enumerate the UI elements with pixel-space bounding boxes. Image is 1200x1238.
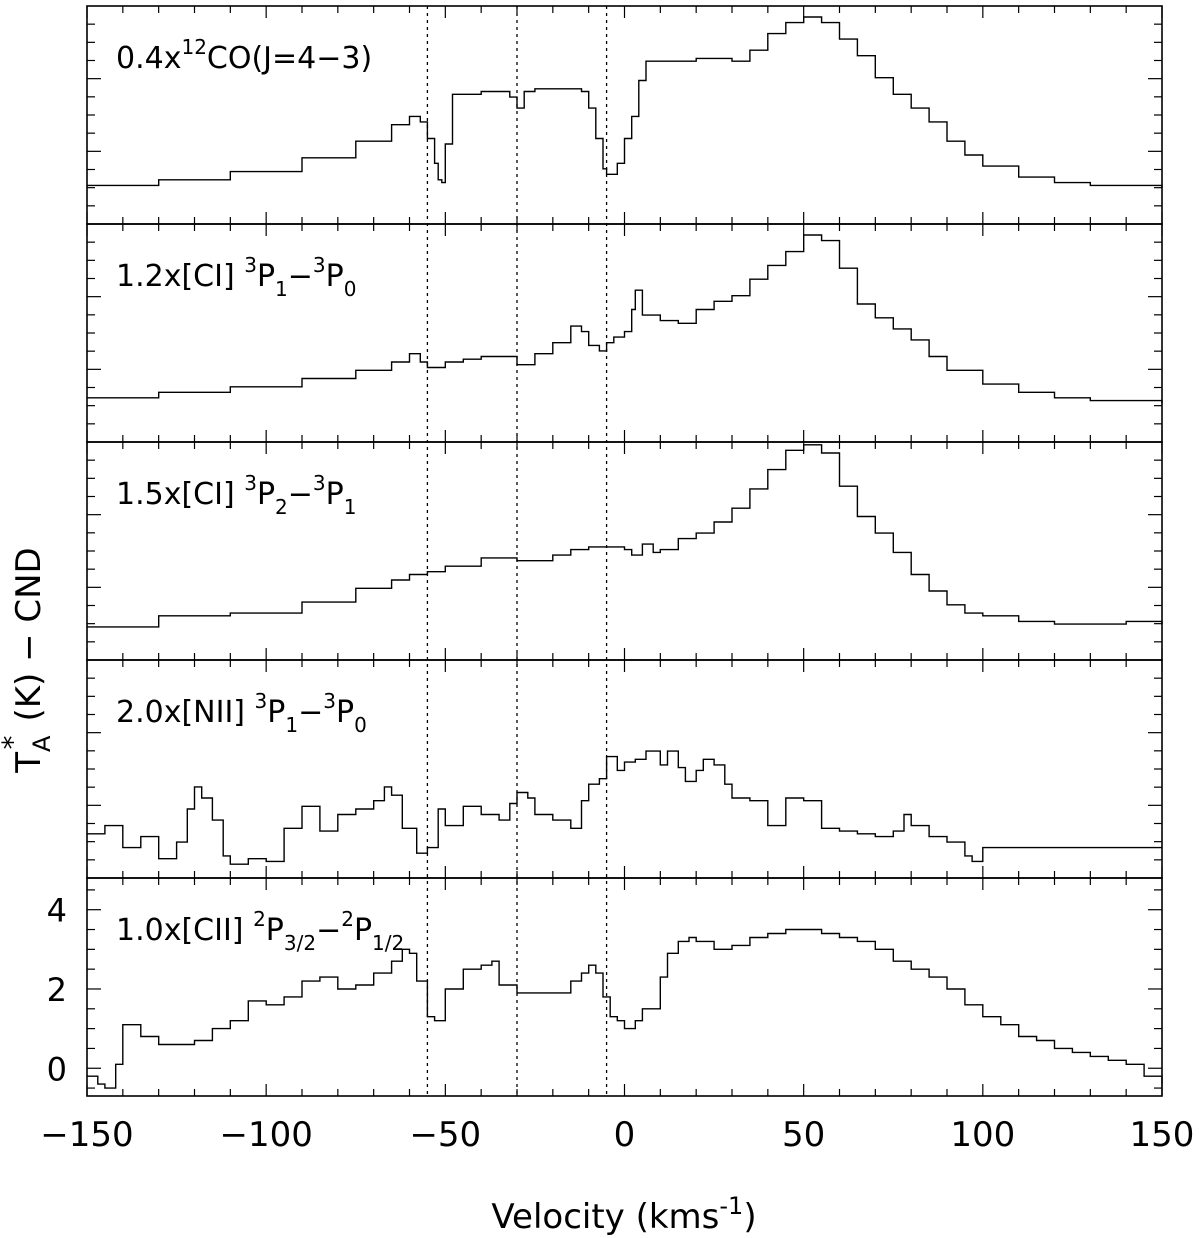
y-axis-label-symbol: T	[9, 752, 49, 774]
spectrum-panel-4: 2.0x[NII] 3P1−3P0	[86, 659, 1163, 879]
panel-label-part: 1.5x[CI]	[116, 477, 244, 512]
x-axis-tick-labels: −150 −100 −50 0 50 100 150	[40, 1115, 1194, 1155]
panel-label-part: −	[298, 695, 323, 730]
panel-label-part: 0.4x	[116, 41, 181, 76]
spectrum-line-4	[87, 750, 1162, 865]
x-tick-label: −100	[219, 1115, 312, 1155]
y-tick-label: 4	[47, 892, 67, 930]
panel-frame	[86, 5, 1163, 225]
panel-label-part: 0	[344, 277, 357, 301]
x-tick-label: −50	[409, 1115, 481, 1155]
x-axis-label-text: Velocity (kms	[491, 1197, 719, 1237]
panel-label: 1.5x[CI] 3P2−3P1	[116, 471, 356, 519]
x-tick-label: 100	[950, 1115, 1015, 1155]
panel-label-part: 3	[244, 471, 257, 495]
panel-label: 2.0x[NII] 3P1−3P0	[116, 689, 367, 737]
panel-label-part: 1	[275, 277, 288, 301]
panel-label-part: 12	[181, 35, 206, 59]
panel-label-part: P	[336, 695, 354, 730]
panel-label-part: −	[288, 259, 313, 294]
panel-label-part: 2.0x[NII]	[116, 695, 255, 730]
y-tick-label: 2	[47, 971, 67, 1009]
panel-label-part: 1/2	[372, 931, 404, 955]
panels-layer: 0.4x12CO(J=4−3)1.2x[CI] 3P1−3P01.5x[CI] …	[47, 5, 1163, 1097]
panel-label: 0.4x12CO(J=4−3)	[116, 35, 372, 76]
panel-label-part: P	[266, 913, 284, 948]
y-tick-label: 0	[47, 1050, 67, 1088]
x-axis-label: Velocity (kms-1)	[491, 1192, 756, 1237]
panel-label-part: 1	[344, 495, 357, 519]
panel-label-part: CO(J=4−3)	[207, 41, 372, 76]
panel-label-part: P	[326, 477, 344, 512]
reference-velocity-lines	[426, 6, 608, 1096]
x-axis-label-exponent: -1	[719, 1192, 743, 1220]
panel-label-part: 3	[323, 689, 336, 713]
panel-label-part: 2	[275, 495, 288, 519]
panel-label-part: 3/2	[284, 931, 316, 955]
panel-label: 1.0x[CII] 2P3/2−2P1/2	[116, 907, 404, 955]
panel-label: 1.2x[CI] 3P1−3P0	[116, 253, 356, 301]
panel-label-part: −	[288, 477, 313, 512]
spectrum-panel-2: 1.2x[CI] 3P1−3P0	[86, 223, 1163, 443]
panel-label-part: −	[316, 913, 341, 948]
x-tick-label: 50	[782, 1115, 825, 1155]
y-axis-label-subscript: A	[28, 735, 56, 752]
panel-label-part: 1.0x[CII]	[116, 913, 253, 948]
x-tick-label: 150	[1130, 1115, 1195, 1155]
spectrum-line-1	[87, 16, 1163, 189]
panel-label-part: P	[267, 695, 285, 730]
y-axis-label-rest: (K) − CND	[9, 547, 49, 721]
panel-label-part: P	[257, 259, 275, 294]
panel-label-part: 1.2x[CI]	[116, 259, 244, 294]
y-axis-label: TA* (K) − CND	[0, 547, 56, 774]
spectrum-line-3	[87, 444, 1163, 628]
panel-label-part: 3	[313, 471, 326, 495]
panel-label-part: 2	[341, 907, 354, 931]
y-axis-label-superscript: *	[0, 736, 29, 750]
spectrum-line-5	[87, 928, 1163, 1089]
panel-frame	[86, 877, 1163, 1097]
panel-label-part: P	[326, 259, 344, 294]
panel-label-part: 3	[313, 253, 326, 277]
panel-label-part: P	[354, 913, 372, 948]
panel-label-part: 1	[285, 713, 298, 737]
panel-label-part: 0	[354, 713, 367, 737]
panel-label-part: P	[257, 477, 275, 512]
panel-label-part: 2	[253, 907, 266, 931]
panel-label-part: 3	[255, 689, 268, 713]
spectrum-panel-1: 0.4x12CO(J=4−3)	[86, 5, 1163, 225]
panel-label-part: 3	[244, 253, 257, 277]
x-axis-label-close: )	[743, 1197, 756, 1237]
x-tick-label: 0	[614, 1115, 636, 1155]
spectrum-panel-3: 1.5x[CI] 3P2−3P1	[86, 441, 1163, 661]
x-tick-label: −150	[40, 1115, 133, 1155]
